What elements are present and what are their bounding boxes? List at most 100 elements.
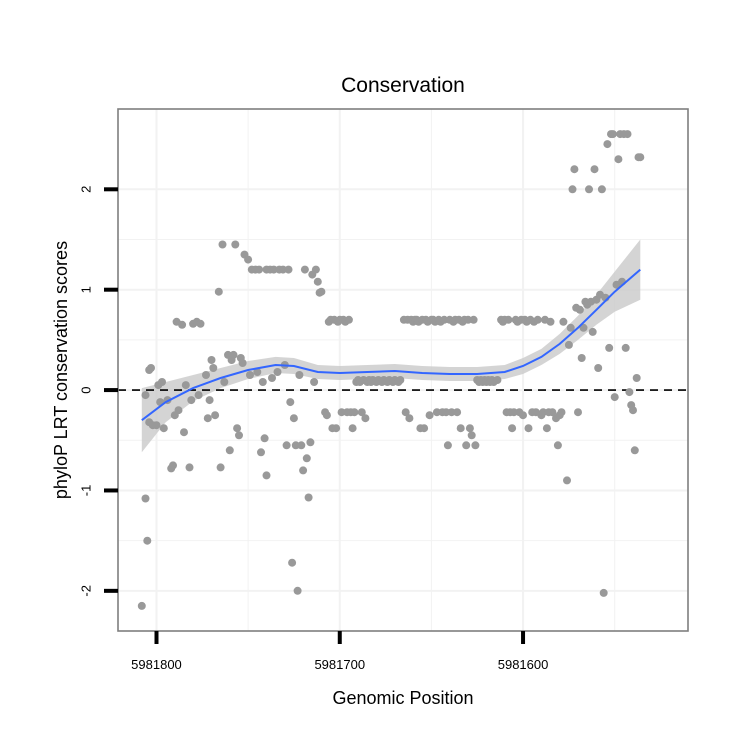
- data-point: [216, 463, 225, 472]
- data-point: [493, 376, 502, 384]
- data-point: [238, 359, 247, 367]
- data-point: [207, 356, 216, 364]
- data-point: [568, 185, 577, 194]
- panel-border: [117, 108, 689, 632]
- data-point: [268, 374, 276, 382]
- data-point: [625, 388, 634, 397]
- data-point: [559, 317, 568, 326]
- data-point: [141, 391, 150, 400]
- data-point: [401, 408, 410, 417]
- y-tick-label: 2: [78, 186, 93, 193]
- x-tick-label: 5981700: [314, 657, 365, 672]
- y-tick-label: -2: [78, 585, 93, 597]
- data-point: [203, 414, 212, 423]
- chart-title: Conservation: [341, 74, 465, 97]
- data-point: [310, 378, 319, 386]
- data-point: [311, 265, 320, 274]
- data-point: [288, 558, 297, 567]
- data-point: [220, 378, 229, 386]
- data-point: [202, 371, 210, 379]
- data-point: [231, 240, 240, 249]
- y-tick-label: 0: [78, 386, 93, 393]
- data-point: [257, 448, 265, 457]
- data-point: [447, 408, 456, 417]
- data-point: [194, 391, 203, 400]
- data-point: [284, 265, 293, 274]
- data-point: [295, 371, 304, 379]
- data-point: [260, 434, 269, 443]
- data-point: [577, 354, 586, 362]
- data-point: [579, 323, 588, 332]
- y-tick-label: -1: [78, 485, 93, 497]
- data-point: [614, 155, 623, 164]
- data-point: [348, 424, 357, 433]
- data-point: [350, 408, 359, 417]
- data-point: [143, 536, 152, 545]
- data-point: [147, 364, 155, 372]
- data-point: [218, 240, 227, 249]
- data-point: [344, 315, 353, 324]
- data-point: [585, 185, 593, 194]
- data-point: [456, 424, 465, 433]
- data-point: [539, 408, 548, 417]
- data-point: [603, 140, 612, 149]
- data-point: [594, 364, 603, 372]
- data-point: [588, 327, 597, 336]
- data-point: [279, 265, 287, 274]
- data-point: [178, 320, 187, 329]
- data-point: [185, 463, 194, 472]
- data-point: [566, 323, 575, 332]
- data-point: [357, 408, 366, 417]
- data-point: [464, 315, 473, 324]
- data-point: [443, 441, 452, 450]
- data-point: [293, 586, 302, 595]
- data-point: [610, 393, 619, 402]
- data-point: [291, 441, 300, 450]
- data-point: [597, 185, 606, 194]
- data-point: [546, 317, 555, 326]
- data-point: [304, 493, 313, 502]
- data-point: [524, 424, 533, 433]
- data-point: [253, 368, 262, 376]
- x-tick-label: 5981600: [498, 657, 549, 672]
- y-axis: -2 -1 0 1 2: [78, 186, 118, 597]
- data-point: [289, 414, 298, 423]
- data-point: [180, 428, 188, 437]
- data-point: [590, 165, 599, 174]
- data-point: [425, 411, 434, 420]
- data-point: [313, 277, 322, 286]
- data-point: [211, 411, 220, 420]
- data-point: [548, 408, 557, 417]
- data-point: [246, 371, 254, 379]
- data-point: [442, 408, 451, 417]
- scatter-points: [137, 130, 645, 610]
- data-point: [574, 408, 582, 417]
- data-point: [209, 364, 218, 372]
- data-point: [300, 265, 309, 274]
- data-point: [557, 408, 566, 417]
- y-axis-title: phyloP LRT conservation scores: [51, 241, 71, 499]
- data-point: [462, 441, 471, 450]
- data-point: [420, 424, 429, 433]
- data-point: [623, 130, 632, 139]
- data-point: [469, 315, 478, 324]
- data-point: [269, 265, 278, 274]
- data-point: [181, 381, 190, 390]
- data-point: [187, 396, 196, 405]
- data-point: [405, 414, 414, 423]
- data-point: [297, 441, 306, 450]
- data-point: [273, 368, 282, 376]
- data-point: [453, 408, 462, 417]
- data-point: [302, 454, 311, 463]
- data-point: [322, 411, 331, 420]
- data-point: [255, 265, 264, 274]
- data-point: [137, 601, 146, 610]
- data-point: [152, 421, 161, 430]
- x-axis: 5981800 5981700 5981600: [131, 631, 548, 672]
- data-point: [508, 424, 517, 433]
- data-point: [630, 446, 639, 455]
- data-point: [564, 340, 573, 349]
- data-point: [244, 255, 253, 264]
- data-point: [214, 287, 223, 296]
- data-point: [158, 378, 166, 386]
